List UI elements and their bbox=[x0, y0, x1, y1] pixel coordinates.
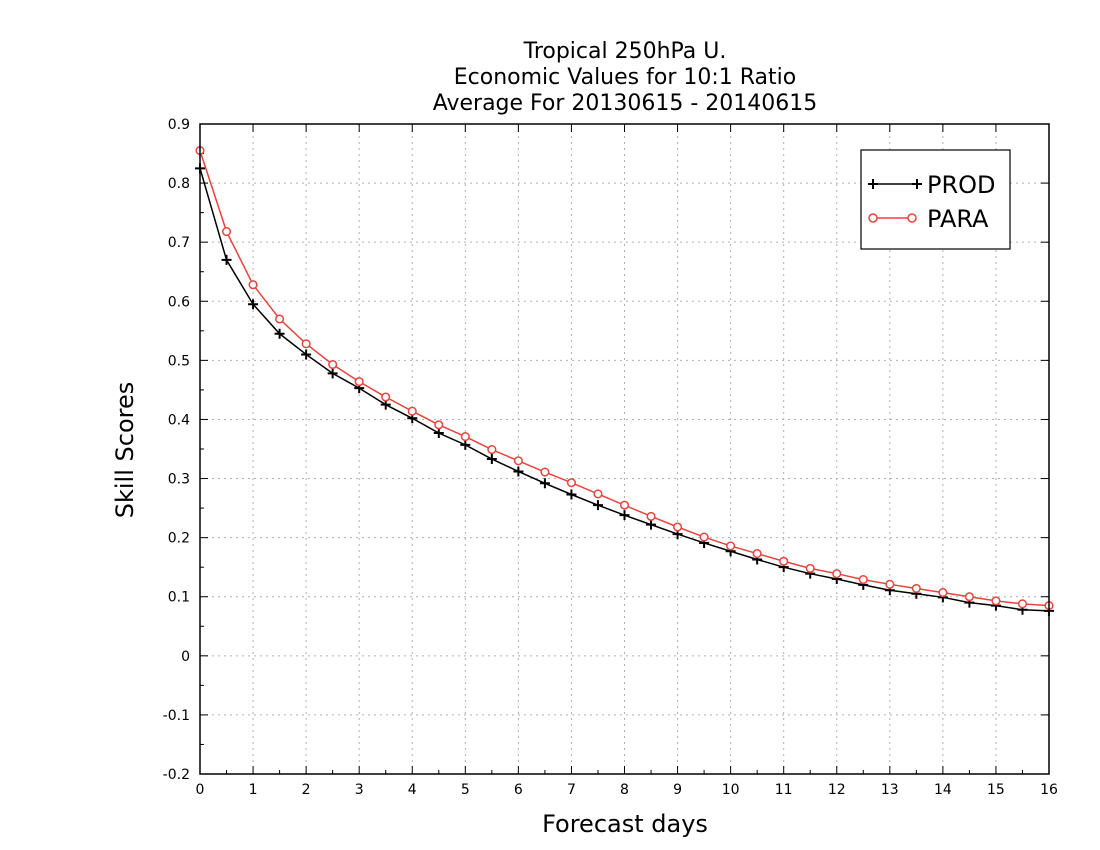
data-point-para bbox=[221, 226, 232, 237]
data-point-para bbox=[328, 359, 338, 370]
data-point-para bbox=[858, 575, 868, 585]
data-point-para bbox=[354, 377, 364, 387]
data-point-prod bbox=[274, 328, 285, 339]
data-point-prod bbox=[513, 466, 524, 477]
y-tick-label: 0.6 bbox=[168, 294, 190, 310]
x-tick-label: 11 bbox=[775, 782, 793, 798]
data-point-para bbox=[487, 445, 497, 455]
y-tick-label: 0.3 bbox=[168, 472, 190, 488]
x-tick-label: 3 bbox=[355, 782, 364, 798]
data-point-para bbox=[566, 478, 576, 488]
data-point-para bbox=[540, 467, 550, 477]
x-tick-label: 13 bbox=[881, 782, 899, 798]
data-point-para bbox=[646, 511, 656, 521]
legend-prod-marker-right bbox=[912, 179, 922, 189]
y-tick-label: -0.2 bbox=[163, 767, 190, 783]
legend-para-marker-right bbox=[907, 213, 917, 223]
data-point-prod bbox=[539, 478, 550, 489]
legend-para-marker-left bbox=[868, 213, 878, 223]
x-tick-label: 7 bbox=[567, 782, 576, 798]
data-point-prod bbox=[486, 454, 497, 465]
data-point-prod bbox=[619, 510, 630, 521]
x-tick-label: 8 bbox=[620, 782, 629, 798]
legend: PROD PARA bbox=[860, 149, 1011, 250]
data-point-para bbox=[805, 563, 815, 573]
data-point-para bbox=[513, 456, 523, 466]
series-para bbox=[195, 146, 1054, 611]
legend-entry-prod: PROD bbox=[868, 171, 996, 199]
y-tick-label: 0.9 bbox=[168, 117, 190, 133]
data-point-para bbox=[885, 579, 895, 589]
data-point-para bbox=[381, 392, 391, 402]
data-point-para bbox=[619, 500, 630, 510]
x-tick-label: 0 bbox=[196, 782, 205, 798]
data-point-para bbox=[911, 583, 921, 594]
data-point-para bbox=[593, 489, 603, 499]
legend-prod-label: PROD bbox=[927, 171, 996, 199]
y-tick-label: 0.5 bbox=[168, 353, 190, 369]
data-point-para bbox=[407, 406, 417, 416]
data-point-prod bbox=[248, 299, 259, 310]
y-tick-label: 0.1 bbox=[168, 590, 190, 606]
x-tick-label: 14 bbox=[934, 782, 952, 798]
data-point-para bbox=[832, 569, 842, 579]
data-point-prod bbox=[433, 428, 444, 439]
data-point-prod bbox=[327, 368, 338, 379]
legend-para-label: PARA bbox=[927, 205, 989, 233]
data-point-para bbox=[699, 532, 709, 542]
data-point-para bbox=[434, 420, 444, 430]
legend-box bbox=[860, 149, 1011, 250]
data-point-para bbox=[964, 592, 974, 602]
y-tick-label: 0.7 bbox=[168, 235, 190, 251]
chart-title-line-1: Tropical 250hPa U. bbox=[523, 39, 727, 64]
data-point-prod bbox=[566, 489, 577, 500]
x-tick-label: 10 bbox=[722, 782, 740, 798]
x-tick-label: 6 bbox=[514, 782, 523, 798]
data-point-para bbox=[248, 280, 258, 290]
x-tick-label: 12 bbox=[828, 782, 846, 798]
data-point-para bbox=[752, 549, 762, 559]
x-axis-label: Forecast days bbox=[542, 810, 708, 838]
data-point-prod bbox=[221, 254, 232, 265]
data-point-para bbox=[938, 588, 948, 598]
x-tick-label: 2 bbox=[302, 782, 311, 798]
y-axis-label: Skill Scores bbox=[111, 382, 139, 519]
y-tick-label: 0.8 bbox=[168, 176, 190, 192]
data-point-prod bbox=[592, 500, 603, 511]
y-tick-label: 0.4 bbox=[168, 412, 190, 428]
data-point-para bbox=[991, 596, 1001, 606]
plot-frame bbox=[199, 123, 1050, 775]
data-point-prod bbox=[301, 349, 312, 360]
chart-title-line-3: Average For 20130615 - 20140615 bbox=[433, 91, 818, 116]
legend-prod-marker-left bbox=[868, 179, 878, 189]
data-point-para bbox=[275, 314, 285, 324]
x-tick-label: 16 bbox=[1040, 782, 1058, 798]
x-tick-label: 15 bbox=[987, 782, 1005, 798]
data-point-prod bbox=[646, 519, 657, 530]
x-tick-label: 4 bbox=[408, 782, 417, 798]
series-layer bbox=[195, 146, 1054, 616]
x-tick-label: 1 bbox=[249, 782, 258, 798]
chart-title-line-2: Economic Values for 10:1 Ratio bbox=[454, 65, 796, 90]
data-point-para bbox=[460, 432, 470, 442]
data-point-para bbox=[301, 339, 311, 349]
x-tick-label: 9 bbox=[673, 782, 682, 798]
x-tick-label: 5 bbox=[461, 782, 470, 798]
y-tick-label: 0.2 bbox=[168, 531, 190, 547]
legend-entry-para: PARA bbox=[868, 205, 989, 233]
data-point-prod bbox=[460, 439, 471, 450]
data-point-para bbox=[1017, 599, 1028, 609]
data-point-para bbox=[673, 522, 683, 532]
y-tick-label: 0 bbox=[181, 649, 190, 665]
data-point-para bbox=[779, 556, 789, 566]
y-tick-label: -0.1 bbox=[163, 708, 190, 724]
data-point-para bbox=[726, 541, 736, 551]
